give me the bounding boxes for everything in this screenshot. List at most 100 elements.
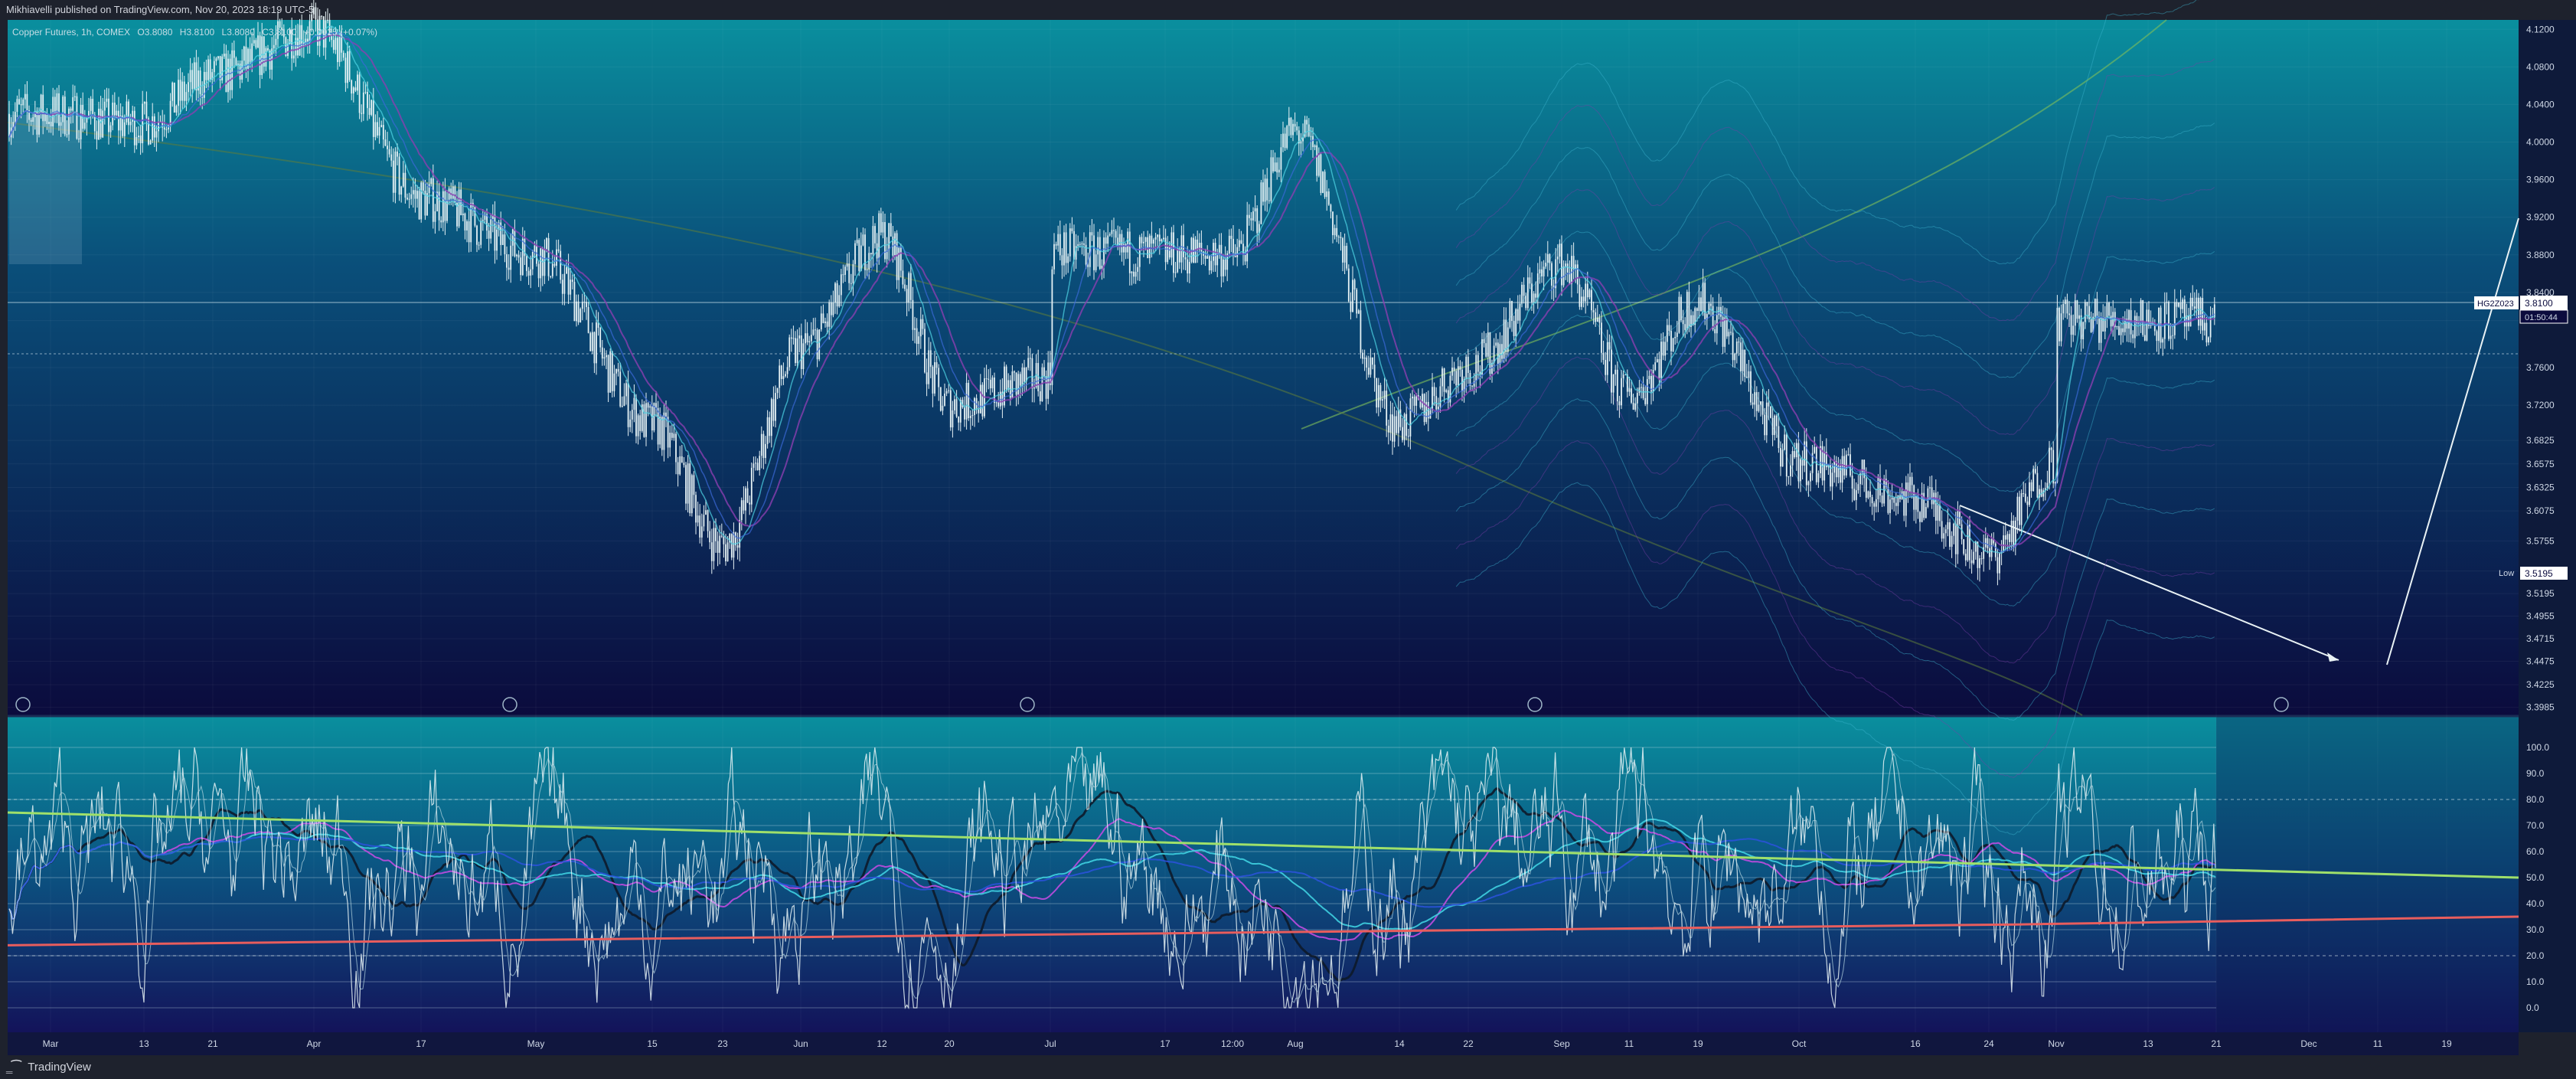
last-price-badge[interactable]: HG2Z023 3.8100 01:50:44 [2474,296,2568,324]
candle-body [870,253,872,255]
candle-body [227,58,229,93]
oscillator-pane[interactable] [8,717,2519,1032]
candle-body [2056,308,2059,482]
candle-body [2036,472,2039,498]
candle-body [1412,396,1413,399]
time-tick-label: 16 [1910,1038,1921,1049]
candle-body [1543,266,1545,276]
candle-body [1170,232,1173,258]
candle-body [92,99,94,115]
candle-body [1317,154,1320,176]
candle-body [1439,386,1441,407]
candle-body [1889,499,1891,513]
candle-body [1785,434,1788,477]
candle-body [1722,316,1724,347]
candle-body [743,500,745,511]
candle-body [171,82,174,101]
candle-body [102,110,104,138]
candle-body [1465,356,1468,379]
candle-body [798,335,801,338]
time-tick-label: 19 [1693,1038,1703,1049]
candle-body [1346,246,1348,269]
candle-body [812,329,815,335]
candle-body [1200,242,1203,252]
price-axis[interactable] [2519,20,2576,1032]
candle-body [958,417,960,423]
candle-body [1632,402,1634,410]
candle-body [2092,316,2094,332]
candle-body [1310,136,1312,137]
candle-body [1672,338,1674,351]
candle-body [613,373,615,391]
time-axis[interactable] [8,1032,2519,1055]
jump-to-bar-icon[interactable] [1020,697,1035,712]
candle-body [183,81,185,101]
candle-body [530,269,532,276]
candle-body [191,70,194,90]
candle-body [699,515,701,538]
jump-to-bar-icon[interactable] [1527,697,1543,712]
candle-body [949,390,952,428]
candle-body [2023,493,2025,495]
candle-body [2060,313,2062,342]
candle-body [374,122,377,137]
candle-body [2132,334,2134,338]
candle-body [162,121,164,128]
candle-body [468,221,470,243]
candle-body [780,365,782,379]
time-tick-label: 11 [2373,1038,2383,1049]
jump-to-bar-icon[interactable] [502,697,517,712]
candle-body [1304,119,1306,137]
candle-body [1019,374,1021,386]
candle-body [289,29,291,44]
candle-body [1771,417,1774,436]
candle-body [938,368,940,387]
candle-body [617,368,619,372]
candle-body [1964,554,1967,561]
candle-body [1352,280,1353,312]
jump-to-bar-icon[interactable] [15,697,31,712]
candle-body [1025,368,1027,382]
candle-body [2094,299,2096,317]
candle-body [1820,446,1821,474]
price-pane[interactable] [8,20,2519,715]
price-tick-label: 3.4955 [2526,611,2555,622]
candle-body [2098,318,2100,343]
candle-body [669,433,671,448]
candle-body [116,110,118,116]
candle-body [207,59,209,80]
candle-body [705,510,707,515]
candle-body [430,178,433,185]
candle-body [1841,456,1843,483]
candle-body [494,214,496,251]
candle-body [249,48,251,62]
candle-body [591,332,593,351]
candle-body [906,289,908,303]
osc-tick-label: 20.0 [2526,950,2545,961]
jump-buttons[interactable] [15,697,2289,712]
candle-body [1208,256,1210,271]
candle-body [2193,306,2196,309]
lower-band [1455,314,2215,607]
candle-body [695,495,697,523]
candle-body [1656,359,1658,363]
candle-body [165,129,168,130]
candle-body [2104,317,2106,332]
candle-body [1280,147,1282,170]
low-marker[interactable]: Low 3.5195 [2499,567,2568,580]
candle-body [601,347,603,359]
candle-body [1302,136,1304,142]
jump-to-bar-icon[interactable] [2274,697,2289,712]
legend-close: C3.8100 [262,27,297,38]
candle-body [766,417,769,444]
candle-body [1250,217,1252,221]
candle-body [1392,414,1393,442]
symbol-legend[interactable]: Copper Futures, 1h, COMEX O3.8080 H3.810… [12,27,377,38]
candle-body [1642,387,1644,398]
candle-body [818,329,821,360]
candle-body [368,108,371,115]
candle-body [760,433,762,456]
candle-body [1954,523,1957,554]
candle-body [625,383,627,397]
